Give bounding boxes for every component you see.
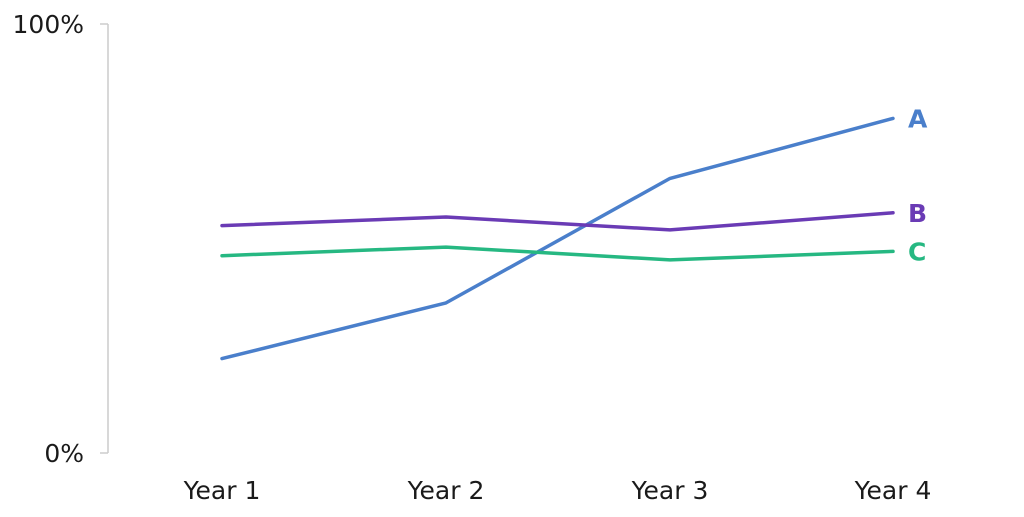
series-label-c: C (908, 237, 926, 266)
series-label-a: A (908, 104, 928, 133)
series-line-a (220, 116, 895, 361)
x-axis-labels: Year 1 Year 2 Year 3 Year 4 (183, 476, 932, 505)
series-label-b: B (908, 199, 927, 228)
series-line-c (220, 245, 895, 262)
x-tick-label: Year 4 (854, 476, 932, 505)
series-lines (220, 116, 895, 361)
x-tick-label: Year 1 (183, 476, 261, 505)
y-tick-label-max: 100% (13, 10, 84, 39)
series-line-b (220, 211, 895, 232)
x-tick-label: Year 3 (631, 476, 709, 505)
x-tick-label: Year 2 (407, 476, 485, 505)
series-labels: A BC (908, 104, 928, 266)
y-tick-label-min: 0% (44, 439, 84, 468)
